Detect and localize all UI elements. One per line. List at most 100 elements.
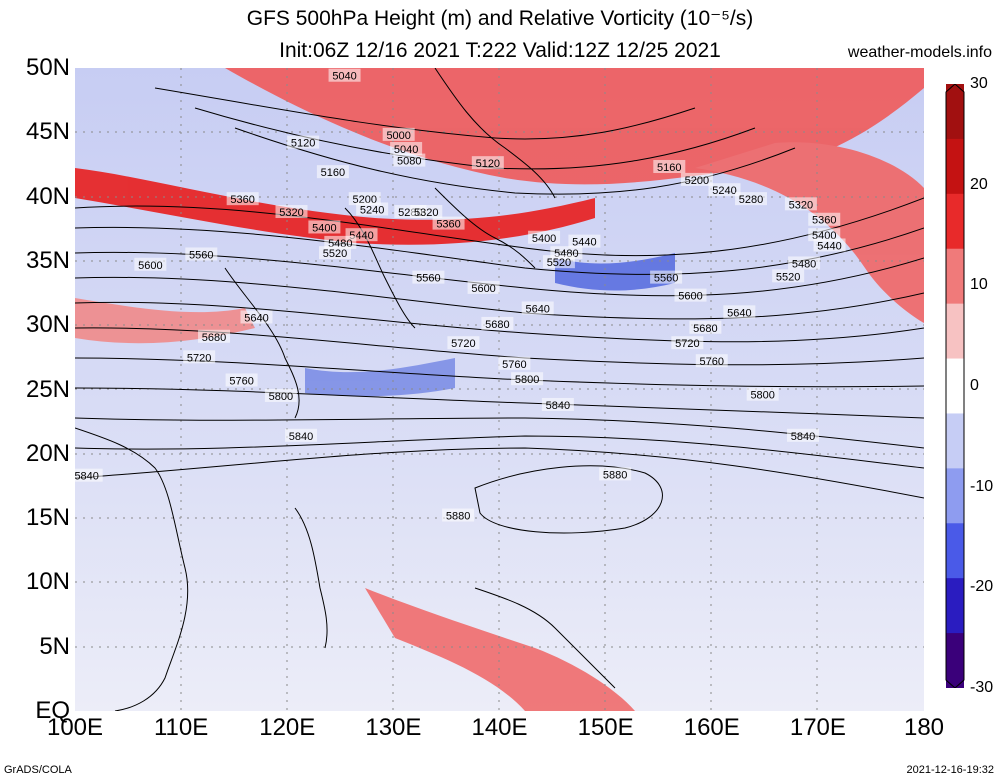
colorbar-tick: 20: [970, 175, 988, 193]
contour-label-bg: [471, 156, 504, 170]
contour-label: 5880: [603, 469, 627, 481]
contour-label-bg: [183, 350, 216, 364]
colorbar-tick: 30: [970, 75, 988, 92]
contour-label-bg: [723, 305, 756, 319]
contour-label: 5760: [229, 375, 253, 387]
grads-credit: GrADS/COLA: [4, 764, 72, 776]
contour-label-bg: [653, 160, 686, 174]
contour-label-bg: [695, 354, 728, 368]
contour-label: 5120: [291, 138, 315, 150]
contour-label: 5600: [678, 291, 702, 303]
colorbar-tick: 10: [970, 276, 988, 294]
contour-label-bg: [287, 135, 320, 149]
vorticity-field: [75, 68, 924, 711]
contour-label: 5640: [244, 312, 268, 324]
colorbar-tick: -20: [970, 578, 994, 596]
contour-label: 5800: [750, 390, 774, 402]
contour-label: 5560: [416, 273, 440, 285]
contour-label: 5720: [187, 352, 211, 364]
contour-label: 5360: [812, 215, 836, 227]
lon-label: 150E: [577, 714, 634, 741]
lat-label: 20N: [25, 439, 70, 467]
contour-label-bg: [528, 230, 561, 244]
contour-label-bg: [316, 165, 349, 179]
contour-label-bg: [650, 270, 683, 284]
contour-label: 5760: [700, 356, 724, 368]
contour-label-bg: [689, 320, 722, 334]
contour-label: 5320: [789, 199, 813, 211]
contour-label-bg: [813, 238, 846, 252]
contour-label-bg: [521, 301, 554, 315]
map-title-line1: GFS 500hPa Height (m) and Relative Vorti…: [246, 7, 754, 30]
coastlines: [75, 68, 616, 711]
vorticity-band-south: [365, 588, 635, 711]
colorbar-step: [946, 468, 964, 524]
contour-label: 5160: [321, 167, 345, 179]
contour-label: 5080: [397, 156, 421, 168]
contour-label-bg: [772, 269, 805, 283]
contour-label-bg: [442, 508, 475, 522]
lon-label: 180: [903, 714, 945, 741]
contour-label-bg: [674, 288, 707, 302]
contour-label: 5520: [547, 257, 571, 269]
colorbar-step: [946, 248, 964, 305]
contour-label: 5720: [451, 338, 475, 350]
contour-label: 5680: [485, 319, 509, 331]
lon-label: 140E: [471, 714, 528, 741]
contour-label-bg: [264, 388, 297, 402]
contour-label-bg: [198, 329, 231, 343]
contour-label: 5840: [75, 471, 99, 483]
contour-label-bg: [680, 172, 713, 186]
vorticity-band-jet-east: [695, 142, 924, 323]
contour-label: 5800: [269, 391, 293, 403]
contour-label-bg: [226, 192, 259, 206]
colorbar-tick: 0: [970, 377, 979, 394]
contour-label: 5160: [657, 162, 681, 174]
contour-label-bg: [328, 68, 361, 82]
colorbar-step: [946, 84, 964, 140]
colorbar: [945, 84, 965, 688]
contour-label: 5560: [189, 249, 213, 261]
contour-label-bg: [324, 235, 357, 249]
contour-label-bg: [134, 257, 167, 271]
contour-label: 5600: [471, 283, 495, 295]
contour-label: 5440: [817, 240, 841, 252]
contour-label-bg: [356, 202, 389, 216]
contour-label: 5800: [515, 374, 539, 386]
lat-label: 15N: [25, 504, 70, 532]
contour-label-bg: [498, 356, 531, 370]
contour-label: 5440: [572, 237, 596, 249]
contour-label: 5480: [792, 258, 816, 270]
contour-label-bg: [412, 270, 445, 284]
contour-label: 5560: [654, 273, 678, 285]
contour-label-bg: [447, 336, 480, 350]
colorbar-step: [946, 413, 964, 469]
contour-label: 5640: [727, 307, 751, 319]
lat-label: 5N: [39, 632, 70, 660]
contour-label: 5680: [693, 323, 717, 335]
contour-label-bg: [599, 467, 632, 481]
contour-label: 5040: [332, 71, 356, 83]
colorbar-tick: -30: [970, 679, 994, 696]
contour-label-bg: [708, 183, 741, 197]
contour-label: 5640: [525, 303, 549, 315]
contour-label-bg: [319, 246, 352, 260]
vorticity-blue-patch: [305, 358, 455, 397]
contour-label: 5840: [289, 431, 313, 443]
lon-label: 110E: [153, 714, 209, 741]
contour-label-bg: [432, 216, 465, 230]
contour-label: 5320: [279, 207, 303, 219]
lon-label: 120E: [259, 714, 316, 741]
contour-label: 5720: [675, 338, 699, 350]
contour-label: 5600: [138, 260, 162, 272]
contour-label-bg: [285, 428, 318, 442]
contour-label-bg: [808, 212, 841, 226]
lon-label: 170E: [789, 714, 846, 741]
lat-label: 35N: [25, 246, 70, 274]
contour-label-bg: [671, 336, 704, 350]
lat-label: 10N: [25, 568, 70, 596]
contour-label-bg: [735, 192, 768, 206]
contour-label: 5200: [685, 175, 709, 187]
contour-label: 5840: [791, 431, 815, 443]
